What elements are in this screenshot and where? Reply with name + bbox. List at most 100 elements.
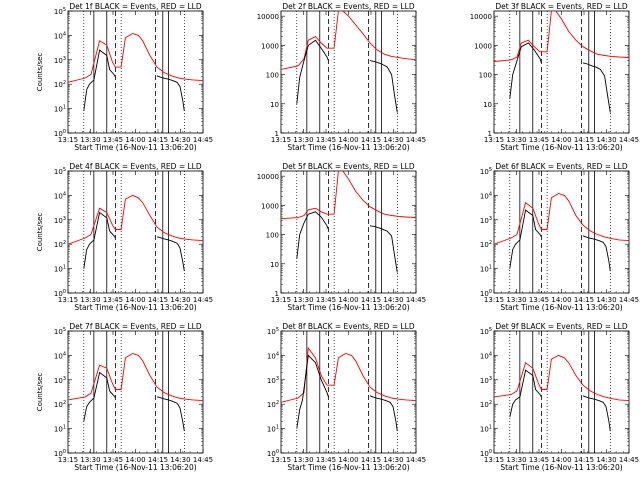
x-tick-label: 13:30 (293, 296, 313, 304)
y-tick-label: 103 (54, 56, 66, 65)
lld-rate-line (68, 194, 203, 245)
x-tick-label: 14:45 (619, 456, 639, 464)
y-tick-label: 1 (488, 130, 492, 138)
y-tick-label: 100 (480, 449, 492, 458)
y-tick-label: 101 (54, 425, 66, 434)
x-axis-label: Start Time (16-Nov-11 13:06:20) (74, 463, 196, 472)
x-tick-label: 14:15 (361, 296, 381, 304)
y-tick-label: 102 (480, 240, 492, 249)
y-tick-label: 103 (54, 376, 66, 385)
x-tick-label: 13:15 (484, 456, 504, 464)
y-tick-label: 100 (266, 232, 279, 240)
lld-rate-line (281, 11, 416, 70)
x-tick-label: 14:15 (574, 456, 594, 464)
x-tick-label: 13:15 (58, 296, 78, 304)
y-tick-label: 104 (480, 351, 492, 360)
lld-rate-line (494, 11, 629, 62)
lld-rate-line (494, 354, 629, 402)
y-tick-label: 100 (54, 289, 66, 298)
detector-panel-4: 13:15 13:30 13:45 14:00 14:15 14:30 14:45 100 10… (36, 162, 213, 312)
x-tick-label: 14:15 (574, 136, 594, 144)
y-tick-label: 104 (54, 351, 66, 360)
y-tick-label: 10 (483, 101, 492, 109)
detector-panel-5: 13:15 13:30 13:45 14:00 14:15 14:30 14:45 1 10 10… (257, 162, 426, 312)
plot-frame (67, 170, 204, 294)
x-tick-label: 14:30 (383, 456, 403, 464)
series-group (68, 194, 203, 272)
series-group (494, 193, 629, 272)
event-rate-line (156, 75, 185, 112)
x-tick-label: 13:15 (271, 296, 291, 304)
y-tick-label: 104 (54, 191, 66, 200)
y-tick-label: 101 (480, 265, 492, 274)
x-tick-label: 14:00 (125, 136, 145, 144)
x-tick-label: 13:30 (506, 456, 526, 464)
y-tick-label: 102 (54, 80, 66, 89)
x-tick-label: 13:45 (103, 296, 123, 304)
event-rate-line (582, 62, 611, 113)
y-tick-label: 1000 (261, 42, 279, 50)
y-tick-label: 102 (267, 400, 279, 409)
panel-title: Det 7f BLACK = Events, RED = LLD (69, 322, 202, 331)
series-group (494, 354, 629, 432)
x-tick-label: 14:45 (406, 456, 426, 464)
panel-title: Det 4f BLACK = Events, RED = LLD (69, 162, 202, 171)
event-rate-line (296, 354, 329, 429)
y-tick-label: 10000 (470, 13, 492, 21)
detector-panel-1: 13:15 13:30 13:45 14:00 14:15 14:30 14:45 100 10… (36, 2, 213, 152)
x-tick-label: 13:30 (293, 456, 313, 464)
panel-title: Det 6f BLACK = Events, RED = LLD (495, 162, 628, 171)
x-axis-label: Start Time (16-Nov-11 13:06:20) (287, 143, 409, 152)
y-tick-label: 1000 (474, 42, 492, 50)
detector-panel-6: 13:15 13:30 13:45 14:00 14:15 14:30 14:45 100 10… (480, 162, 639, 312)
x-tick-label: 14:00 (338, 296, 358, 304)
x-tick-label: 14:00 (125, 296, 145, 304)
x-tick-label: 13:15 (484, 136, 504, 144)
y-tick-label: 10000 (257, 173, 279, 181)
series-group (281, 171, 416, 273)
series-group (68, 353, 203, 432)
y-tick-label: 102 (54, 400, 66, 409)
y-tick-label: 100 (479, 72, 492, 80)
detector-panel-8: 13:15 13:30 13:45 14:00 14:15 14:30 14:45 100 10… (267, 322, 426, 472)
x-tick-label: 14:15 (361, 136, 381, 144)
event-rate-line (509, 42, 542, 99)
x-tick-label: 14:15 (361, 456, 381, 464)
y-tick-label: 100 (267, 449, 279, 458)
x-tick-label: 13:45 (316, 296, 336, 304)
x-tick-label: 14:00 (338, 136, 358, 144)
lld-rate-line (281, 171, 416, 220)
lld-rate-line (494, 193, 629, 245)
x-tick-label: 14:45 (406, 296, 426, 304)
y-tick-label: 105 (54, 327, 66, 336)
panel-title: Det 5f BLACK = Events, RED = LLD (282, 162, 415, 171)
x-tick-label: 13:45 (316, 136, 336, 144)
y-tick-label: 103 (480, 216, 492, 225)
x-axis-label: Start Time (16-Nov-11 13:06:20) (74, 143, 196, 152)
x-tick-label: 13:30 (80, 296, 100, 304)
series-group (281, 11, 416, 113)
x-tick-label: 14:30 (383, 296, 403, 304)
y-tick-label: 101 (54, 105, 66, 114)
y-tick-label: 1000 (261, 202, 279, 210)
x-tick-label: 14:30 (596, 296, 616, 304)
x-tick-label: 14:15 (574, 296, 594, 304)
panel-title: Det 9f BLACK = Events, RED = LLD (495, 322, 628, 331)
y-tick-label: 103 (480, 376, 492, 385)
x-tick-label: 14:45 (193, 296, 213, 304)
plot-frame (280, 170, 417, 294)
series-group (68, 33, 203, 112)
panel-title: Det 8f BLACK = Events, RED = LLD (282, 322, 415, 331)
event-rate-line (369, 225, 398, 273)
y-tick-label: 102 (480, 400, 492, 409)
detector-panel-9: 13:15 13:30 13:45 14:00 14:15 14:30 14:45 100 10… (480, 322, 639, 472)
event-rate-line (83, 371, 116, 422)
x-tick-label: 13:45 (103, 456, 123, 464)
y-tick-label: 104 (54, 31, 66, 40)
y-tick-label: 100 (266, 72, 279, 80)
x-axis-label: Start Time (16-Nov-11 13:06:20) (287, 463, 409, 472)
event-rate-line (582, 235, 611, 272)
y-tick-label: 105 (54, 167, 66, 176)
y-tick-label: 10000 (257, 13, 279, 21)
x-tick-label: 14:00 (551, 296, 571, 304)
